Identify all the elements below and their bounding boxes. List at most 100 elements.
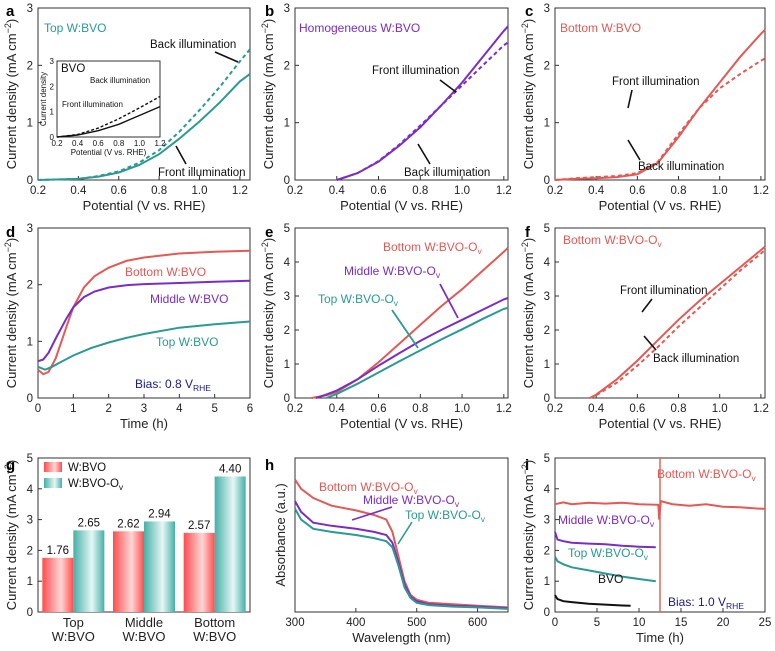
panel-b-ylabel: Current density (mA cm−2) xyxy=(260,19,276,169)
panel-h-annotation-middle-main: Middle W:BVO-O xyxy=(363,493,455,507)
ylabel-sup: −2 xyxy=(520,464,530,474)
panel-g-legend-wbvo-ov-main: W:BVO-O xyxy=(68,478,119,490)
panel-i-annotation-top-sub: v xyxy=(644,552,649,562)
panel-g-category-label: W:BVO xyxy=(122,629,165,644)
panel-a-inset-annotation-front: Front illumination xyxy=(62,100,123,109)
panel-d-label: d xyxy=(6,224,15,241)
panel-i-xtick-label: 10 xyxy=(633,617,646,629)
panel-h-annotation-bottom: Bottom W:BVO-Ov xyxy=(319,480,418,496)
ylabel-main: Current density (mA cm xyxy=(4,252,19,388)
panel-h-xtick-label: 500 xyxy=(407,617,426,629)
panel-i-xtick-label: 15 xyxy=(675,617,688,629)
panel-b-series-front-illumination xyxy=(336,25,509,181)
panel-g-legend-wbvo-ov: W:BVO-Ov xyxy=(68,478,124,492)
panel-h-annotation-middle-sub: v xyxy=(455,499,460,509)
ylabel-close: ) xyxy=(521,238,536,242)
panel-g-label: g xyxy=(6,457,15,474)
panel-d-xtick-label: 1 xyxy=(70,403,76,415)
panel-f-arrow-back xyxy=(643,335,657,351)
panel-b-frame xyxy=(294,7,509,181)
panel-i-ytick-label: 1 xyxy=(544,576,550,588)
ylabel-close: ) xyxy=(521,19,536,23)
panel-i-annotation-top-main: Top W:BVO-O xyxy=(568,546,644,560)
panel-b-annotation-front: Front illumination xyxy=(372,65,460,77)
panel-d-bias-sub: RHE xyxy=(193,383,211,393)
ylabel-sup: −2 xyxy=(3,23,13,33)
panel-b-arrow-front xyxy=(439,79,457,93)
panel-f-ytick-label: 0 xyxy=(544,393,550,405)
panel-h-annotation-top-sub: v xyxy=(481,514,486,524)
panel-e-annotation-top-sub: v xyxy=(394,298,399,308)
panel-e-ytick-label: 4 xyxy=(284,257,291,269)
panel-d-bias: Bias: 0.8 VRHE xyxy=(135,377,211,393)
panel-a-inset-xtick-label: 1.0 xyxy=(134,139,146,148)
panel-e-leader-middle xyxy=(439,283,459,319)
panel-d-ytick-label: 1 xyxy=(27,336,33,348)
panel-g-bar-wbvo-ov-0 xyxy=(73,530,105,612)
panel-a-title: Top W:BVO xyxy=(44,21,106,35)
panel-f-arrow-front xyxy=(641,298,653,313)
panel-f-title-main: Bottom W:BVO-O xyxy=(563,233,657,247)
panel-g-ytick-label: 4 xyxy=(27,484,34,496)
panel-g-category-label: Top xyxy=(63,615,84,630)
panel-i-ytick-label: 0 xyxy=(544,607,550,619)
panel-f-ytick-label: 2 xyxy=(544,325,550,337)
panel-d-xtick-label: 3 xyxy=(141,403,147,415)
panel-d-series-top-w-bvo xyxy=(37,320,251,371)
panel-g-ytick-label: 5 xyxy=(27,453,33,465)
panel-g-bar-wbvo-2 xyxy=(183,532,215,612)
panel-c-xtick-label: 0.2 xyxy=(547,185,563,197)
panel-e-annotation-middle-sub: v xyxy=(436,270,441,280)
panel-c-label: c xyxy=(525,3,533,20)
panel-g-bar-label: 2.62 xyxy=(117,518,139,530)
panel-d-xtick-label: 2 xyxy=(105,403,111,415)
panel-c-ytick-label: 1 xyxy=(544,118,550,130)
ylabel-sup: −2 xyxy=(3,242,13,252)
panel-i-bias: Bias: 1.0 VRHE xyxy=(668,595,744,611)
panel-e-leader-top xyxy=(391,309,419,349)
panel-i-xtick-label: 25 xyxy=(759,617,772,629)
panel-d-ytick-label: 2 xyxy=(27,280,33,292)
panel-b-ytick-label: 1 xyxy=(284,118,290,130)
panel-a-inset-series-front xyxy=(56,105,161,138)
panel-c-series-back-illumination xyxy=(554,57,766,181)
panel-b-annotation-back: Back illumination xyxy=(404,167,490,179)
panel-e-xtick-label: 1.2 xyxy=(496,403,512,415)
panel-a-inset-xlabel: Potential (V vs. RHE) xyxy=(71,148,147,157)
panel-f-frame xyxy=(554,227,766,399)
panel-c-xtick-label: 1.2 xyxy=(753,185,769,197)
panel-c-arrow-front xyxy=(627,89,633,109)
ylabel-close: ) xyxy=(521,460,536,464)
panel-g-category-label: Bottom xyxy=(194,615,235,630)
panel-d-bias-main: Bias: 0.8 V xyxy=(135,377,193,391)
panel-h-annotation-top-main: Top W:BVO-O xyxy=(405,508,481,522)
panel-c-xtick-label: 0.8 xyxy=(671,185,687,197)
panel-g-bar-wbvo-1 xyxy=(113,531,144,612)
panel-b-xlabel: Potential (V vs. RHE) xyxy=(340,198,463,213)
panel-a-xtick-label: 0.4 xyxy=(70,185,87,197)
panel-e-annotation-middle-main: Middle W:BVO-O xyxy=(344,264,436,278)
panel-c-ylabel: Current density (mA cm−2) xyxy=(520,19,536,169)
panel-g-bar-wbvo-ov-2 xyxy=(214,476,246,612)
panel-a-inset-xtick-label: 0.4 xyxy=(72,139,84,148)
ylabel-main: Current density (mA cm xyxy=(4,474,19,610)
panel-i-annotation-middle-sub: v xyxy=(650,519,655,529)
panel-e-annotation-bottom: Bottom W:BVO-Ov xyxy=(383,240,482,256)
panel-a-inset-ylabel: Current density xyxy=(39,72,48,126)
panel-g-ytick-label: 3 xyxy=(27,515,33,527)
panel-d-ytick-label: 3 xyxy=(27,223,33,235)
panel-a-series-front-illumination xyxy=(37,73,251,181)
ylabel-sup: −2 xyxy=(260,242,270,252)
panel-d-annotation-middle: Middle W:BVO xyxy=(150,292,228,306)
panel-d-xlabel: Time (h) xyxy=(120,416,168,431)
panel-d-annotation-bottom: Bottom W:BVO xyxy=(125,265,206,279)
panel-d-annotation-top: Top W:BVO xyxy=(156,335,218,349)
panel-f-xtick-label: 0.6 xyxy=(629,403,645,415)
panel-f-xtick-label: 0.4 xyxy=(588,403,605,415)
panel-b-ytick-label: 0 xyxy=(284,175,290,187)
panel-h-annotation-top: Top W:BVO-Ov xyxy=(405,508,486,524)
panel-f-label: f xyxy=(525,224,531,241)
panel-i-annotation-middle: Middle W:BVO-Ov xyxy=(558,513,655,529)
panel-e-xtick-label: 0.6 xyxy=(371,403,387,415)
panel-e-ytick-label: 1 xyxy=(284,359,290,371)
